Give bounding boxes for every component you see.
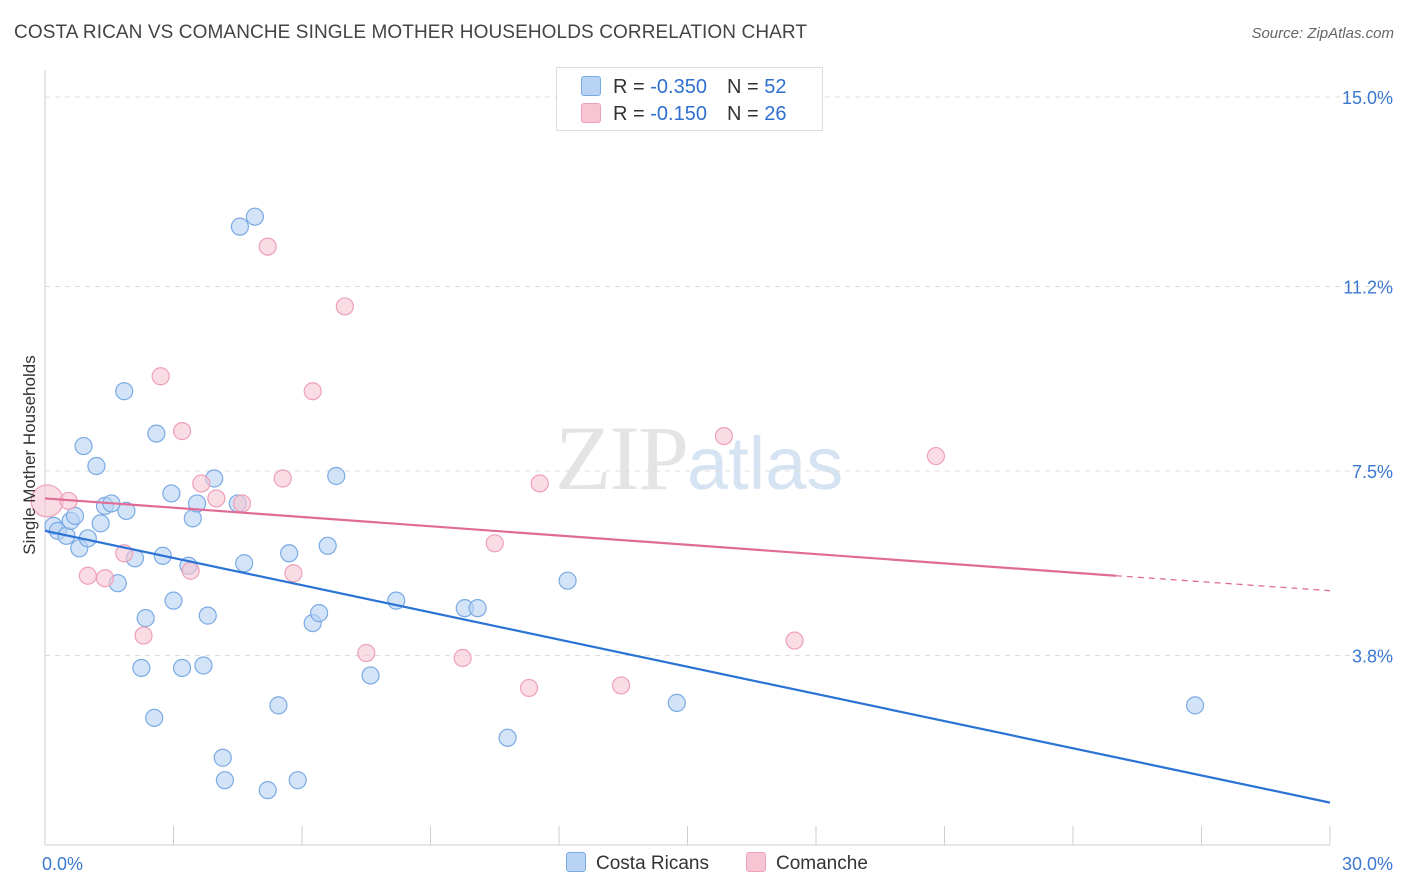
costa-ricans-point bbox=[245, 207, 264, 226]
costa-ricans-point bbox=[198, 606, 217, 625]
costa-ricans-point bbox=[215, 771, 234, 790]
y-axis-label: Single Mother Households bbox=[20, 355, 39, 555]
costa-ricans-point bbox=[74, 436, 93, 456]
comanche-point bbox=[485, 534, 504, 553]
watermark-zip: ZIP bbox=[555, 407, 689, 509]
correlation-legend: R = -0.350 N = 52 R = -0.150 N = 26 bbox=[556, 67, 823, 131]
comanche-trend-line bbox=[44, 497, 1116, 577]
y-tick-label: 3.8% bbox=[1352, 647, 1393, 667]
comanche-point bbox=[612, 676, 631, 695]
legend-r-value: -0.150 bbox=[650, 103, 707, 125]
comanche-point bbox=[172, 422, 192, 441]
bottom-legend-swatch-comanche bbox=[746, 852, 766, 872]
comanche-point bbox=[530, 474, 549, 493]
costa-ricans-point bbox=[269, 696, 288, 715]
comanche-point bbox=[232, 494, 252, 513]
zipatlas-watermark: ZIPatlas bbox=[555, 405, 843, 511]
costa-ricans-point bbox=[1185, 696, 1205, 715]
comanche-point bbox=[785, 631, 804, 650]
comanche-point bbox=[134, 626, 153, 645]
costa-ricans-point bbox=[91, 514, 110, 533]
comanche-point bbox=[78, 566, 97, 585]
costa-ricans-point bbox=[318, 536, 337, 555]
legend-n-label: N = bbox=[726, 76, 765, 98]
comanche-point bbox=[273, 469, 292, 488]
costa-ricans-point bbox=[172, 658, 192, 678]
bottom-legend-comanche: Comanche bbox=[746, 852, 868, 875]
legend-row-comanche: R = -0.150 N = 26 bbox=[581, 103, 786, 126]
x-tick-label: 0.0% bbox=[42, 854, 83, 874]
bottom-legend-label: Costa Ricans bbox=[596, 853, 709, 874]
comanche-point bbox=[519, 678, 539, 698]
comanche-trend-line-extension bbox=[1115, 575, 1331, 592]
costa-ricans-point bbox=[117, 501, 136, 520]
costa-ricans-point bbox=[258, 781, 277, 800]
legend-swatch-comanche bbox=[581, 103, 601, 123]
legend-r-value: -0.350 bbox=[650, 76, 707, 98]
legend-r-label: R = bbox=[613, 103, 651, 125]
comanche-point bbox=[453, 648, 472, 668]
costa-ricans-point bbox=[361, 666, 380, 685]
bottom-legend-costa-ricans: Costa Ricans bbox=[566, 852, 709, 875]
costa-ricans-point bbox=[280, 544, 299, 563]
legend-n-value: 26 bbox=[764, 103, 787, 125]
costa-ricans-point bbox=[136, 609, 155, 628]
costa-ricans-point bbox=[235, 554, 254, 573]
y-tick-label: 11.2% bbox=[1343, 277, 1393, 297]
legend-swatch-costa-ricans bbox=[581, 76, 601, 96]
costa-ricans-point bbox=[65, 506, 85, 525]
costa-ricans-point bbox=[288, 771, 307, 790]
legend-row-costa-ricans: R = -0.350 N = 52 bbox=[581, 76, 786, 99]
comanche-point bbox=[926, 446, 946, 466]
costa-ricans-point bbox=[164, 591, 183, 610]
costa-ricans-point bbox=[162, 484, 181, 503]
comanche-point bbox=[335, 297, 354, 316]
legend-n-value: 52 bbox=[764, 76, 787, 98]
costa-ricans-point bbox=[115, 382, 134, 401]
comanche-point bbox=[181, 561, 200, 580]
comanche-point bbox=[151, 367, 170, 386]
bottom-legend-swatch-costa-ricans bbox=[566, 852, 586, 872]
costa-ricans-point bbox=[327, 466, 346, 486]
comanche-point bbox=[258, 237, 277, 256]
costa-ricans-point bbox=[145, 708, 164, 727]
costa-ricans-point bbox=[87, 456, 106, 476]
costa-ricans-point bbox=[558, 571, 577, 590]
comanche-point bbox=[207, 489, 226, 508]
costa-ricans-point bbox=[468, 599, 487, 618]
costa-ricans-point bbox=[187, 494, 207, 513]
comanche-point bbox=[95, 569, 115, 588]
y-tick-label: 15.0% bbox=[1342, 88, 1393, 108]
x-tick-label: 30.0% bbox=[1342, 854, 1393, 874]
comanche-point bbox=[357, 643, 376, 663]
comanche-point bbox=[284, 564, 303, 583]
costa-ricans-point bbox=[183, 509, 202, 528]
chart-title: COSTA RICAN VS COMANCHE SINGLE MOTHER HO… bbox=[14, 22, 808, 43]
costa-ricans-point bbox=[213, 748, 232, 767]
source-credit: Source: ZipAtlas.com bbox=[1251, 25, 1394, 42]
watermark-atlas: atlas bbox=[687, 422, 844, 505]
costa-ricans-point bbox=[498, 728, 517, 747]
costa-ricans-point bbox=[194, 656, 213, 675]
costa-ricans-point bbox=[147, 424, 166, 443]
y-tick-label: 7.5% bbox=[1352, 462, 1393, 482]
comanche-point bbox=[714, 426, 734, 446]
costa-ricans-point bbox=[230, 217, 249, 236]
bottom-legend-label: Comanche bbox=[776, 853, 868, 874]
comanche-point bbox=[303, 382, 322, 401]
costa-ricans-point bbox=[310, 604, 329, 623]
comanche-point bbox=[192, 474, 211, 493]
costa-ricans-point bbox=[667, 693, 686, 712]
costa-ricans-point bbox=[132, 658, 151, 678]
legend-n-label: N = bbox=[726, 103, 765, 125]
costa-ricans-trend-line bbox=[44, 529, 1331, 804]
legend-r-label: R = bbox=[613, 76, 651, 98]
